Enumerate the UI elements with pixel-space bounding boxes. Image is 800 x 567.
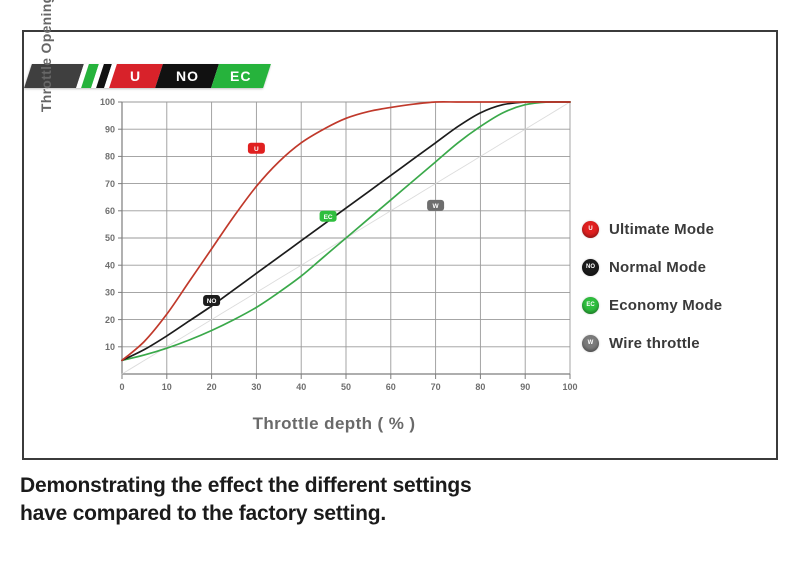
svg-text:70: 70 xyxy=(431,382,441,392)
svg-text:20: 20 xyxy=(105,315,115,325)
legend-dot-normal-icon: NO xyxy=(582,258,599,276)
tick-labels: 10 20 30 40 50 60 70 80 90 100 0 10 20 30 40 50 60 70 80 90… xyxy=(100,97,578,392)
svg-text:60: 60 xyxy=(386,382,396,392)
legend-label-wire: Wire throttle xyxy=(609,334,700,352)
svg-text:50: 50 xyxy=(105,233,115,243)
curve-ultimate-mode xyxy=(121,100,571,362)
series-curves xyxy=(121,100,571,375)
axis-ticks xyxy=(118,101,571,379)
svg-text:U: U xyxy=(254,146,259,153)
legend-label-economy: Economy Mode xyxy=(609,296,723,314)
svg-text:80: 80 xyxy=(475,382,485,392)
svg-text:100: 100 xyxy=(562,382,577,392)
legend-dot-wire-icon: W xyxy=(582,334,599,352)
marker-wire-throttle: W xyxy=(427,199,445,211)
legend-item-normal[interactable]: NO Normal Mode xyxy=(582,248,772,286)
marker-normal-mode: NO xyxy=(203,295,221,307)
legend-item-ultimate[interactable]: U Ultimate Mode xyxy=(582,210,772,248)
svg-text:50: 50 xyxy=(341,382,351,392)
chart-panel: U NO EC Throttle Opening Degree ( % ) Th… xyxy=(22,0,778,460)
caption-line-2: have compared to the factory setting. xyxy=(20,502,387,526)
svg-text:NO: NO xyxy=(207,298,217,305)
svg-text:W: W xyxy=(433,203,440,210)
chart-legend: U Ultimate Mode NO Normal Mode EC Econom… xyxy=(582,210,772,362)
svg-text:30: 30 xyxy=(251,382,261,392)
svg-text:30: 30 xyxy=(105,288,115,298)
svg-text:20: 20 xyxy=(207,382,217,392)
marker-ultimate-mode: U xyxy=(247,142,265,154)
svg-text:100: 100 xyxy=(100,97,115,107)
grid-lines xyxy=(122,101,571,374)
svg-text:0: 0 xyxy=(119,382,124,392)
svg-text:40: 40 xyxy=(296,382,306,392)
figure-caption: Demonstrating the effect the different s… xyxy=(20,472,760,529)
curve-economy-mode xyxy=(121,100,571,362)
curve-normal-mode xyxy=(121,100,571,362)
svg-text:70: 70 xyxy=(105,179,115,189)
svg-text:60: 60 xyxy=(105,206,115,216)
svg-text:40: 40 xyxy=(105,260,115,270)
legend-label-ultimate: Ultimate Mode xyxy=(609,220,715,238)
svg-text:90: 90 xyxy=(520,382,530,392)
svg-text:10: 10 xyxy=(162,382,172,392)
plot-area: Throttle Opening Degree ( % ) Throttle d… xyxy=(24,0,776,458)
svg-text:90: 90 xyxy=(105,124,115,134)
series-markers: U NO EC W xyxy=(203,142,445,307)
legend-item-wire[interactable]: W Wire throttle xyxy=(582,324,772,362)
throttle-response-plot: U NO EC W 10 20 30 40 50 60 70 80 90 100 0 10 20 30 40 50 6… xyxy=(100,97,578,392)
legend-item-economy[interactable]: EC Economy Mode xyxy=(582,286,772,324)
marker-economy-mode: EC xyxy=(319,210,337,222)
y-axis-title: Throttle Opening Degree ( % ) xyxy=(38,0,54,113)
legend-dot-economy-icon: EC xyxy=(582,296,599,314)
caption-line-1: Demonstrating the effect the different s… xyxy=(20,474,472,497)
legend-dot-ultimate-icon: U xyxy=(582,220,599,238)
legend-label-normal: Normal Mode xyxy=(609,258,707,276)
svg-text:10: 10 xyxy=(105,342,115,352)
svg-text:EC: EC xyxy=(324,214,333,221)
x-axis-title: Throttle depth ( % ) xyxy=(252,414,416,433)
svg-text:80: 80 xyxy=(105,152,115,162)
